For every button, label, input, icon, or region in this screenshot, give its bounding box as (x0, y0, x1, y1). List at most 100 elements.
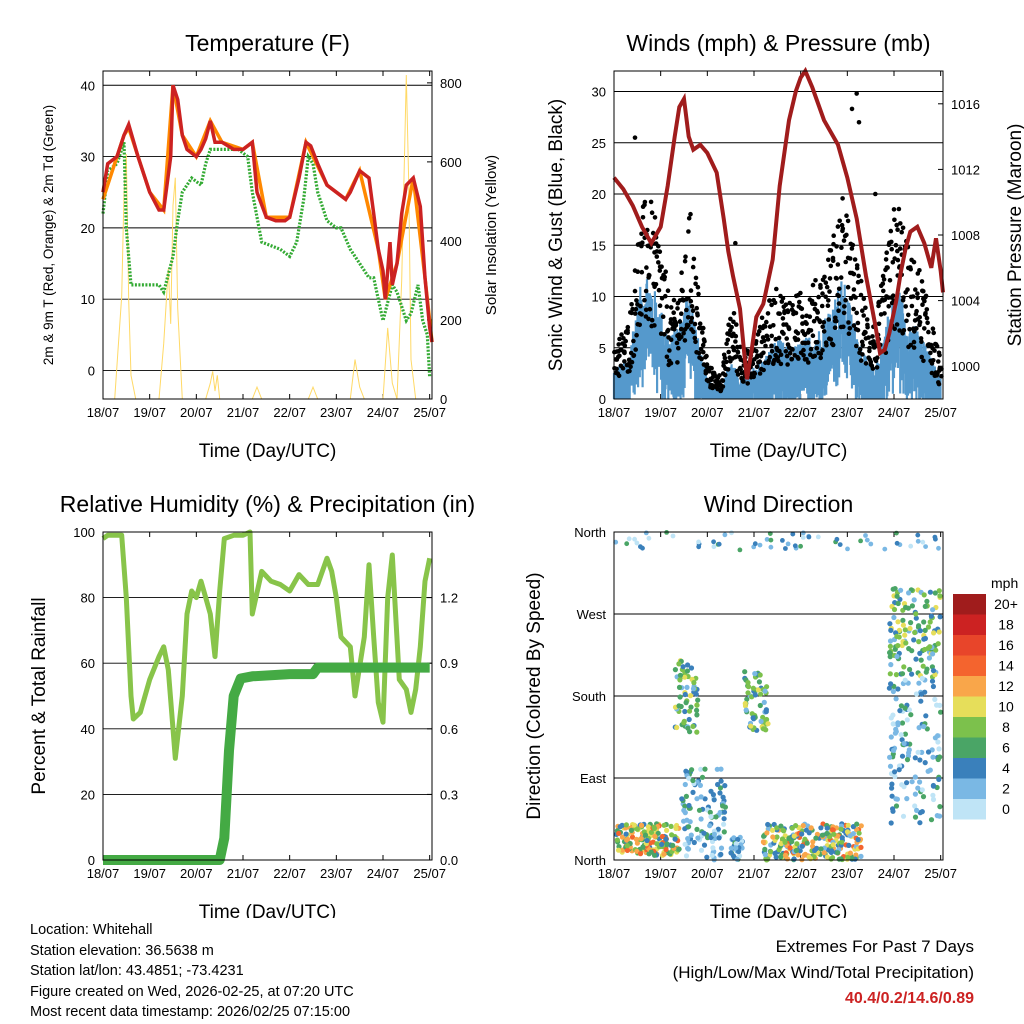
direction-point (765, 826, 772, 832)
direction-point (676, 684, 683, 691)
direction-point (696, 807, 703, 813)
direction-point (892, 769, 898, 775)
direction-point (696, 539, 701, 545)
gust-point (866, 335, 871, 340)
direction-point (729, 530, 734, 536)
gust-point (614, 366, 619, 372)
gust-point (875, 355, 880, 361)
direction-point (936, 588, 942, 594)
direction-point (791, 856, 797, 862)
gust-point (769, 348, 775, 354)
direction-point (688, 665, 695, 671)
gust-point (913, 287, 918, 292)
direction-point (913, 656, 919, 662)
direction-point (923, 544, 928, 549)
direction-point (936, 776, 942, 783)
direction-point (663, 836, 669, 842)
direction-point (686, 775, 692, 781)
gust-point (917, 320, 923, 325)
direction-point (694, 702, 700, 708)
direction-point (887, 643, 894, 650)
direction-point (906, 750, 912, 756)
direction-point (937, 804, 943, 810)
gust-point (642, 199, 648, 205)
direction-point (915, 538, 921, 544)
gust-point (757, 328, 762, 334)
gust-point (937, 352, 942, 358)
direction-point (629, 834, 636, 840)
gust-point (774, 286, 779, 292)
gust-point (860, 342, 866, 348)
direction-point (698, 766, 704, 772)
y-tick-label: 0 (88, 363, 95, 378)
direction-point (674, 724, 680, 731)
panel-1: Winds (mph) & Pressure (mb) 18/07 19/07 20/… (546, 30, 1024, 462)
direction-point (902, 677, 908, 683)
gust-point (750, 361, 756, 367)
gust-point (814, 346, 820, 351)
gust-point (861, 313, 866, 318)
direction-point (694, 826, 700, 833)
gust-point (767, 354, 773, 360)
direction-point (835, 833, 841, 840)
gust-point (630, 306, 635, 312)
panel-title: Temperature (F) (185, 30, 350, 56)
gust-point (847, 256, 853, 261)
series-dewpoint (101, 141, 432, 378)
direction-point (680, 664, 686, 670)
gust-point (926, 329, 931, 335)
direction-point (758, 718, 764, 725)
legend-swatch (953, 778, 986, 799)
direction-point (835, 850, 841, 856)
direction-point (858, 538, 863, 544)
y2-tick-label: 0.6 (440, 722, 458, 737)
direction-point (858, 823, 864, 829)
gust-point (694, 305, 699, 311)
direction-point (895, 643, 901, 649)
direction-point (930, 782, 937, 789)
x-tick-label: 23/07 (831, 405, 864, 420)
direction-point (921, 592, 927, 598)
direction-point (907, 666, 913, 673)
gust-point (631, 353, 636, 359)
gust-point (653, 282, 659, 287)
direction-point (633, 836, 640, 843)
gust-point (734, 322, 739, 327)
direction-point (690, 789, 696, 796)
gust-point (692, 335, 698, 341)
direction-point (914, 807, 920, 814)
direction-point (834, 536, 840, 542)
direction-point (673, 825, 679, 832)
gust-point (700, 342, 706, 348)
direction-point (925, 768, 931, 774)
gust-point (881, 288, 886, 294)
gust-point (769, 333, 774, 339)
gust-point (649, 317, 655, 323)
direction-point (897, 708, 903, 714)
y-tick-label: 100 (73, 525, 95, 540)
gust-point (724, 341, 729, 347)
direction-point (768, 537, 774, 543)
direction-point (711, 831, 718, 838)
direction-point (899, 720, 906, 726)
gust-point (827, 276, 833, 281)
gust-point (822, 274, 827, 280)
direction-point (916, 623, 922, 629)
x-tick-label: 18/07 (598, 866, 631, 881)
gust-point (617, 353, 622, 359)
gust-point (836, 301, 842, 306)
gust-point (905, 287, 910, 292)
direction-point (742, 700, 748, 707)
gust-point (919, 354, 924, 360)
direction-point (686, 802, 692, 809)
gust-point (936, 359, 941, 364)
gust-point (695, 313, 700, 318)
x-tick-label: 25/07 (924, 866, 957, 881)
gust-point (933, 342, 939, 347)
direction-point (908, 712, 914, 718)
x-tick-label: 19/07 (644, 405, 677, 420)
direction-point (922, 689, 928, 695)
gust-point (682, 258, 688, 264)
gust-point (850, 242, 856, 248)
gust-point (781, 331, 786, 336)
